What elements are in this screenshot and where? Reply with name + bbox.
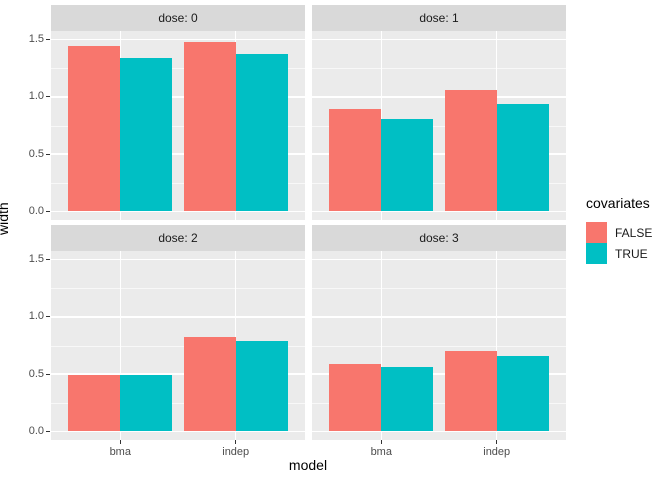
gridline-major	[312, 373, 566, 375]
x-axis-tick-label: bma	[370, 446, 392, 458]
y-axis-tick-label: 0.5	[28, 147, 44, 160]
legend-swatch-false	[586, 222, 607, 243]
bar-bma-true	[381, 118, 434, 212]
bar-bma-false	[68, 375, 121, 432]
bar-bma-true	[120, 375, 173, 432]
legend-title: covariates	[586, 195, 650, 211]
gridline-major	[51, 96, 305, 98]
x-axis-title: model	[288, 457, 328, 473]
gridline-major	[51, 153, 305, 155]
y-axis-tick	[46, 316, 50, 318]
gridline-minor	[51, 182, 305, 184]
gridline-major	[312, 316, 566, 318]
bar-indep-true	[235, 54, 288, 212]
legend-label-false: FALSE	[615, 225, 653, 240]
y-axis-tick-label: 1.5	[28, 253, 44, 266]
facet-panel	[51, 31, 305, 220]
gridline-minor	[51, 125, 305, 127]
bar-indep-true	[496, 103, 549, 212]
x-axis-tick-label: bma	[109, 446, 131, 458]
gridline-minor	[51, 288, 305, 290]
gridline-minor	[51, 402, 305, 404]
gridline-minor	[312, 345, 566, 347]
gridline-major	[312, 430, 566, 433]
bar-indep-false	[183, 337, 236, 432]
y-axis-tick	[46, 430, 50, 432]
gridline-major	[312, 96, 566, 98]
gridline-major	[312, 38, 566, 41]
legend: covariates FALSE TRUE	[586, 195, 652, 264]
y-axis-tick	[46, 373, 50, 375]
bar-bma-false	[329, 109, 382, 212]
facet-strip-label: dose: 0	[158, 11, 198, 25]
y-axis-tick	[46, 38, 50, 41]
bar-bma-false	[68, 46, 121, 212]
bar-indep-false	[183, 41, 236, 212]
y-axis-tick-label: 0.0	[28, 204, 44, 217]
gridline-minor	[312, 125, 566, 127]
x-axis-tick	[119, 440, 121, 444]
gridline-major	[51, 316, 305, 318]
gridline-major	[51, 258, 305, 261]
bar-indep-false	[444, 89, 497, 212]
gridline-major	[312, 210, 566, 213]
gridline-minor	[312, 288, 566, 290]
facet-panel	[312, 251, 566, 440]
y-axis-tick-label: 1.5	[28, 33, 44, 46]
x-axis-tick	[235, 440, 237, 444]
bar-bma-false	[329, 363, 382, 432]
y-axis-title: width	[0, 202, 11, 235]
legend-key-false: FALSE	[586, 222, 652, 243]
y-axis-tick	[46, 210, 50, 212]
gridline-minor	[51, 68, 305, 70]
facet-strip-label: dose: 3	[419, 231, 459, 245]
x-axis-tick	[380, 440, 382, 444]
y-axis-tick-label: 1.0	[28, 310, 44, 323]
x-axis-tick-label: indep	[222, 446, 250, 458]
y-axis-tick-label: 0.0	[28, 424, 44, 437]
x-axis-tick	[496, 440, 498, 444]
gridline-major	[312, 153, 566, 155]
legend-label-true: TRUE	[615, 246, 648, 261]
bar-bma-true	[120, 57, 173, 212]
gridline-major	[51, 373, 305, 375]
y-axis-tick-label: 0.5	[28, 367, 44, 380]
bar-indep-true	[496, 355, 549, 432]
bar-indep-false	[444, 351, 497, 432]
legend-key-true: TRUE	[586, 243, 652, 264]
gridline-major	[51, 38, 305, 41]
facet-strip: dose: 1	[312, 5, 566, 31]
x-axis-tick-label: indep	[483, 446, 511, 458]
gridline-minor	[51, 345, 305, 347]
legend-swatch-true	[586, 243, 607, 264]
y-axis-tick	[46, 258, 50, 261]
gridline-minor	[312, 182, 566, 184]
bar-bma-true	[381, 367, 434, 432]
gridline-major	[312, 258, 566, 261]
y-axis-tick-label: 1.0	[28, 90, 44, 103]
facet-panel	[312, 31, 566, 220]
bar-indep-true	[235, 340, 288, 432]
facet-strip-label: dose: 2	[158, 231, 198, 245]
y-axis-tick	[46, 153, 50, 155]
facet-panel	[51, 251, 305, 440]
gridline-major	[51, 210, 305, 213]
gridline-minor	[312, 402, 566, 404]
facet-strip-label: dose: 1	[419, 11, 459, 25]
facet-strip: dose: 0	[51, 5, 305, 31]
facet-strip: dose: 3	[312, 225, 566, 251]
gridline-major	[51, 430, 305, 433]
y-axis-tick	[46, 96, 50, 98]
gridline-minor	[312, 68, 566, 70]
facet-strip: dose: 2	[51, 225, 305, 251]
